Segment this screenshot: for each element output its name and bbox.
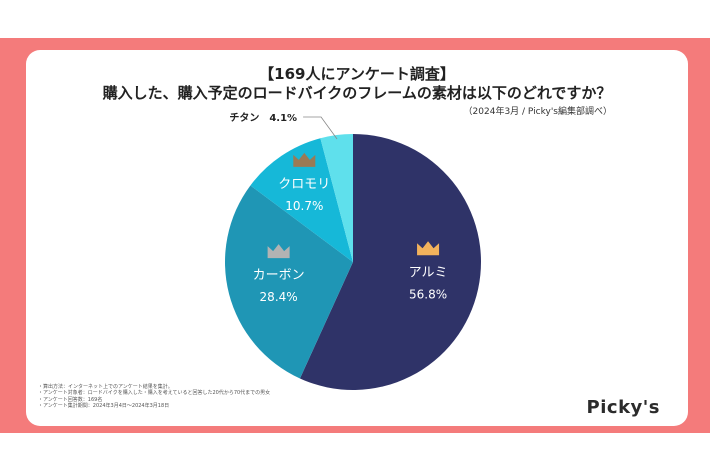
note-period: ・アンケート集計期間：2024年3月4日〜2024年3月18日 bbox=[38, 403, 170, 410]
crown-icon-slice-1 bbox=[267, 244, 290, 259]
pie-slice-2 bbox=[250, 138, 353, 262]
crown-icon-slice-0 bbox=[417, 241, 440, 256]
note-method: ・算出方法：インターネット上でのアンケート結果を集計。 bbox=[38, 384, 173, 390]
source-note: （2024年3月 / Picky's編集部調べ） bbox=[463, 107, 612, 117]
note-count: ・アンケート回答数：169名 bbox=[38, 396, 103, 403]
pie-chart: アルミ 56.8% カーボン 28.4% クロモリ 10.7% チタン 4.1% bbox=[224, 112, 481, 390]
pie-slice-0 bbox=[299, 134, 481, 390]
pie-slice-1 bbox=[224, 185, 353, 379]
survey-card: 【169人にアンケート調査】 購入した、購入予定のロードバイクのフレームの素材は… bbox=[26, 50, 688, 426]
label-slice-0: アルミ bbox=[409, 265, 448, 280]
crown-icon-slice-2 bbox=[293, 152, 316, 167]
pickys-logo: Picky's bbox=[586, 397, 660, 418]
value-slice-2: 10.7% bbox=[285, 199, 323, 213]
value-slice-0: 56.8% bbox=[409, 287, 447, 301]
value-slice-1: 28.4% bbox=[260, 290, 298, 304]
survey-notes: ・算出方法：インターネット上でのアンケート結果を集計。 ・アンケート対象者：ロー… bbox=[38, 384, 270, 410]
leader-line-slice-3 bbox=[303, 116, 338, 140]
note-target: ・アンケート対象者：ロードバイクを購入した・購入を考えていると回答した20代から… bbox=[38, 390, 271, 397]
label-slice-2: クロモリ bbox=[278, 177, 330, 192]
survey-title: 【169人にアンケート調査】 bbox=[259, 65, 455, 83]
pie-slice-3 bbox=[320, 134, 353, 262]
label-slice-3: チタン 4.1% bbox=[229, 112, 297, 124]
survey-question: 購入した、購入予定のロードバイクのフレームの素材は以下のどれですか？ bbox=[102, 84, 612, 102]
label-slice-1: カーボン bbox=[253, 268, 305, 283]
